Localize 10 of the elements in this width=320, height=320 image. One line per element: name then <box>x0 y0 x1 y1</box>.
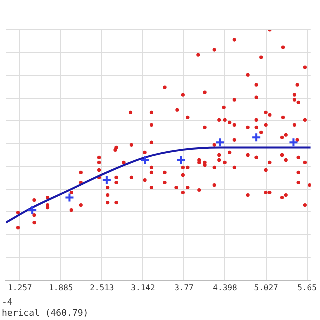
x-tick-label: 2.513 <box>90 283 114 292</box>
text: herical (460.79) <box>2 308 89 319</box>
x-tick-label: 1.257 <box>8 283 32 292</box>
x-tick-label: 3.142 <box>131 283 156 292</box>
x-tick-label: 1.885 <box>49 283 74 292</box>
x-tick-label: 5.027 <box>254 283 279 292</box>
text: -4 <box>2 298 13 308</box>
x-tick-label: 4.398 <box>213 283 238 292</box>
x-tick-label: 3.77 <box>174 283 194 292</box>
x-tick-label: 5.65 <box>298 283 318 292</box>
